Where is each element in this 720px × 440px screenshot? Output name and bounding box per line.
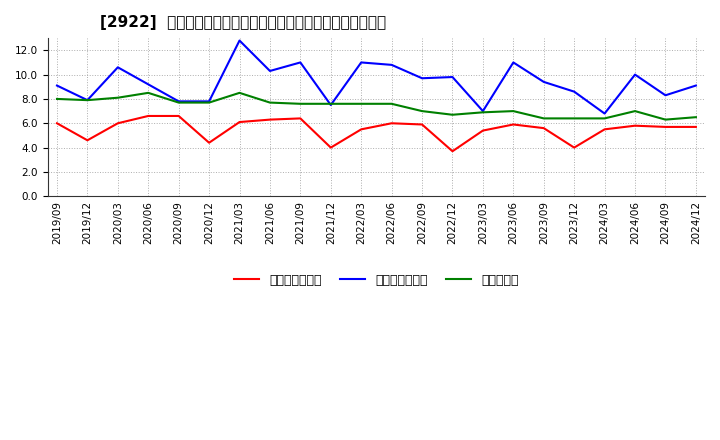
買入債務回転率 [691, 83, 700, 88]
売上債権回転率 [418, 122, 426, 127]
売上債権回転率 [570, 145, 578, 150]
買入債務回転率 [448, 74, 456, 80]
在庫回転率 [661, 117, 670, 122]
売上債権回転率 [144, 114, 153, 119]
売上債権回転率 [235, 119, 244, 125]
在庫回転率 [174, 100, 183, 105]
買入債務回転率 [83, 98, 91, 103]
在庫回転率 [296, 101, 305, 106]
売上債権回転率 [387, 121, 396, 126]
在庫回転率 [204, 100, 213, 105]
買入債務回転率 [114, 65, 122, 70]
在庫回転率 [631, 109, 639, 114]
買入債務回転率 [661, 93, 670, 98]
買入債務回転率 [600, 111, 609, 116]
在庫回転率 [448, 112, 456, 117]
売上債権回転率 [266, 117, 274, 122]
Legend: 売上債権回転率, 買入債務回転率, 在庫回転率: 売上債権回転率, 買入債務回転率, 在庫回転率 [229, 269, 524, 292]
在庫回転率 [479, 110, 487, 115]
売上債権回転率 [83, 138, 91, 143]
在庫回転率 [266, 100, 274, 105]
買入債務回転率 [570, 89, 578, 94]
売上債権回転率 [326, 145, 335, 150]
在庫回転率 [539, 116, 548, 121]
Line: 売上債権回転率: 売上債権回転率 [57, 116, 696, 151]
買入債務回転率 [296, 60, 305, 65]
買入債務回転率 [479, 109, 487, 114]
買入債務回転率 [53, 83, 61, 88]
買入債務回転率 [539, 79, 548, 84]
売上債権回転率 [114, 121, 122, 126]
在庫回転率 [357, 101, 366, 106]
在庫回転率 [600, 116, 609, 121]
買入債務回転率 [509, 60, 518, 65]
売上債権回転率 [691, 124, 700, 129]
売上債権回転率 [357, 127, 366, 132]
在庫回転率 [691, 114, 700, 120]
在庫回転率 [83, 98, 91, 103]
買入債務回転率 [631, 72, 639, 77]
買入債務回転率 [204, 99, 213, 104]
買入債務回転率 [418, 76, 426, 81]
買入債務回転率 [266, 68, 274, 73]
売上債権回転率 [296, 116, 305, 121]
在庫回転率 [53, 96, 61, 102]
売上債権回転率 [53, 121, 61, 126]
売上債権回転率 [448, 149, 456, 154]
在庫回転率 [570, 116, 578, 121]
在庫回転率 [509, 109, 518, 114]
買入債務回転率 [235, 38, 244, 43]
Line: 買入債務回転率: 買入債務回転率 [57, 40, 696, 114]
在庫回転率 [144, 90, 153, 95]
在庫回転率 [418, 109, 426, 114]
売上債権回転率 [479, 128, 487, 133]
Line: 在庫回転率: 在庫回転率 [57, 93, 696, 120]
Text: [2922]  売上債権回転率、買入債務回転率、在庫回転率の推移: [2922] 売上債権回転率、買入債務回転率、在庫回転率の推移 [100, 15, 387, 30]
在庫回転率 [114, 95, 122, 100]
売上債権回転率 [539, 125, 548, 131]
売上債権回転率 [509, 122, 518, 127]
売上債権回転率 [631, 123, 639, 128]
買入債務回転率 [326, 103, 335, 108]
買入債務回転率 [387, 62, 396, 67]
買入債務回転率 [174, 99, 183, 104]
在庫回転率 [235, 90, 244, 95]
買入債務回転率 [144, 82, 153, 87]
買入債務回転率 [357, 60, 366, 65]
在庫回転率 [387, 101, 396, 106]
売上債権回転率 [174, 114, 183, 119]
在庫回転率 [326, 101, 335, 106]
売上債権回転率 [600, 127, 609, 132]
売上債権回転率 [661, 124, 670, 129]
売上債権回転率 [204, 140, 213, 145]
